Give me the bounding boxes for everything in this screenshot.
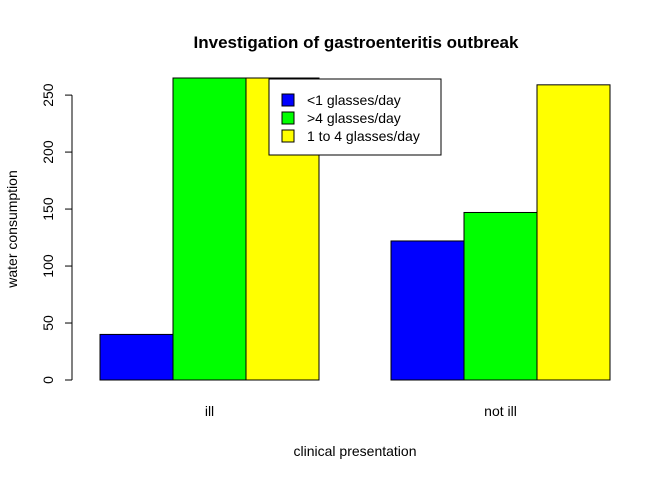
x-axis-label: clinical presentation xyxy=(294,443,417,459)
y-tick-label: 0 xyxy=(40,376,56,384)
bar xyxy=(390,240,465,381)
legend-swatch xyxy=(281,93,295,107)
bars xyxy=(99,77,611,381)
bar xyxy=(99,333,174,381)
legend-label: <1 glasses/day xyxy=(307,92,401,108)
y-tick-label: 250 xyxy=(40,83,56,107)
legend-swatch xyxy=(281,111,295,125)
legend: <1 glasses/day >4 glasses/day 1 to 4 glass… xyxy=(268,78,442,156)
legend-swatch xyxy=(281,129,295,143)
y-tick-label: 50 xyxy=(40,315,56,331)
y-tick-label: 200 xyxy=(40,140,56,164)
x-tick-label: ill xyxy=(205,403,214,419)
x-axis-tick-labels: ill not ill xyxy=(205,403,517,419)
y-axis: 0 50 100 150 200 250 xyxy=(40,83,73,384)
bar xyxy=(463,211,538,381)
legend-label: >4 glasses/day xyxy=(307,110,401,126)
bar xyxy=(536,84,611,381)
legend-label: 1 to 4 glasses/day xyxy=(307,128,420,144)
x-tick-label: not ill xyxy=(484,403,517,419)
bar xyxy=(172,77,247,381)
y-tick-label: 150 xyxy=(40,197,56,221)
legend-box xyxy=(268,78,442,156)
y-axis-label: water consumption xyxy=(4,170,20,289)
y-tick-label: 100 xyxy=(40,254,56,278)
chart-title: Investigation of gastroenteritis outbrea… xyxy=(194,33,519,52)
